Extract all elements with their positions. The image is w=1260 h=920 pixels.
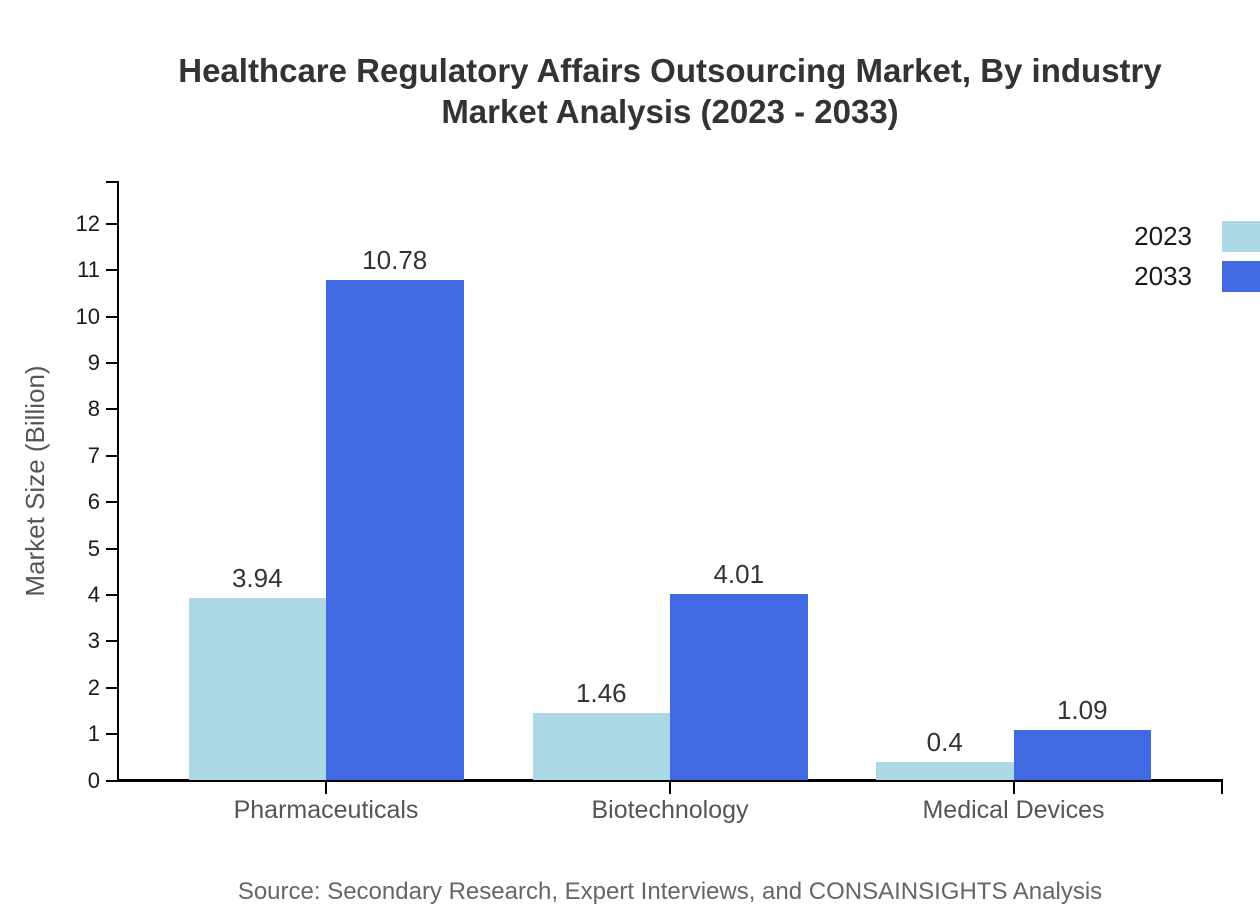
bar-2033 bbox=[326, 280, 464, 781]
legend-swatch-2023 bbox=[1222, 221, 1260, 252]
source-text: Source: Secondary Research, Expert Inter… bbox=[237, 878, 1103, 905]
bar-value-label: 1.09 bbox=[1056, 694, 1108, 725]
bar-value-label: 1.46 bbox=[575, 677, 627, 708]
y-tick bbox=[106, 315, 118, 318]
x-category-label: Biotechnology bbox=[591, 795, 749, 824]
x-category-label: Medical Devices bbox=[922, 795, 1105, 824]
y-tick-label: 7 bbox=[87, 442, 100, 468]
y-tick bbox=[106, 640, 118, 643]
y-tick bbox=[106, 547, 118, 550]
y-tick bbox=[106, 733, 118, 736]
y-tick-label: 5 bbox=[87, 535, 100, 561]
y-tick-label: 11 bbox=[77, 257, 100, 283]
chart-title-line2: Market Analysis (2023 - 2033) bbox=[441, 93, 899, 130]
x-tick bbox=[1012, 780, 1015, 794]
y-tick-label: 8 bbox=[87, 396, 100, 422]
chart-title: Healthcare Regulatory Affairs Outsourcin… bbox=[80, 50, 1260, 132]
x-tick bbox=[325, 780, 327, 794]
bar-2023 bbox=[876, 761, 1014, 781]
y-axis-end-cap bbox=[106, 181, 118, 183]
x-category-label: Pharmaceuticals bbox=[233, 795, 419, 824]
y-tick-label: 9 bbox=[87, 349, 100, 375]
y-tick-label: 1 bbox=[87, 721, 100, 747]
y-tick bbox=[106, 686, 118, 689]
y-tick bbox=[106, 593, 118, 596]
y-axis-line bbox=[117, 181, 119, 782]
y-tick bbox=[106, 222, 118, 225]
y-axis-label: Market Size (Billion) bbox=[20, 365, 50, 597]
legend-item-2023: 2023 bbox=[1134, 221, 1260, 252]
bar-2033 bbox=[670, 594, 808, 781]
y-tick-label: 10 bbox=[75, 303, 100, 329]
y-tick bbox=[106, 501, 118, 504]
y-tick-label: 6 bbox=[87, 489, 100, 515]
y-tick bbox=[106, 269, 118, 272]
x-axis-end-cap bbox=[1221, 780, 1223, 794]
legend-label: 2033 bbox=[1134, 261, 1192, 291]
legend-item-2033: 2033 bbox=[1134, 261, 1260, 292]
y-tick-label: 2 bbox=[87, 674, 100, 700]
y-tick-label: 0 bbox=[87, 767, 100, 793]
y-tick bbox=[106, 408, 118, 411]
bar-value-label: 3.94 bbox=[231, 562, 283, 593]
y-tick bbox=[106, 779, 118, 782]
y-tick-label: 12 bbox=[75, 210, 100, 236]
bar-2023 bbox=[188, 597, 326, 781]
bar-value-label: 10.78 bbox=[362, 245, 428, 276]
y-tick bbox=[106, 361, 118, 364]
bar-value-label: 4.01 bbox=[713, 559, 765, 590]
chart-title-line1: Healthcare Regulatory Affairs Outsourcin… bbox=[178, 52, 1162, 89]
bar-2033 bbox=[1013, 729, 1151, 781]
bar-value-label: 0.4 bbox=[926, 726, 963, 757]
x-tick bbox=[669, 780, 671, 794]
legend: 2023 2033 bbox=[1134, 221, 1260, 292]
y-tick bbox=[106, 454, 118, 457]
legend-swatch-2033 bbox=[1222, 261, 1260, 292]
y-tick-label: 4 bbox=[87, 581, 100, 607]
legend-label: 2023 bbox=[1134, 221, 1192, 251]
bar-2023 bbox=[532, 712, 670, 781]
y-tick-label: 3 bbox=[87, 628, 100, 654]
